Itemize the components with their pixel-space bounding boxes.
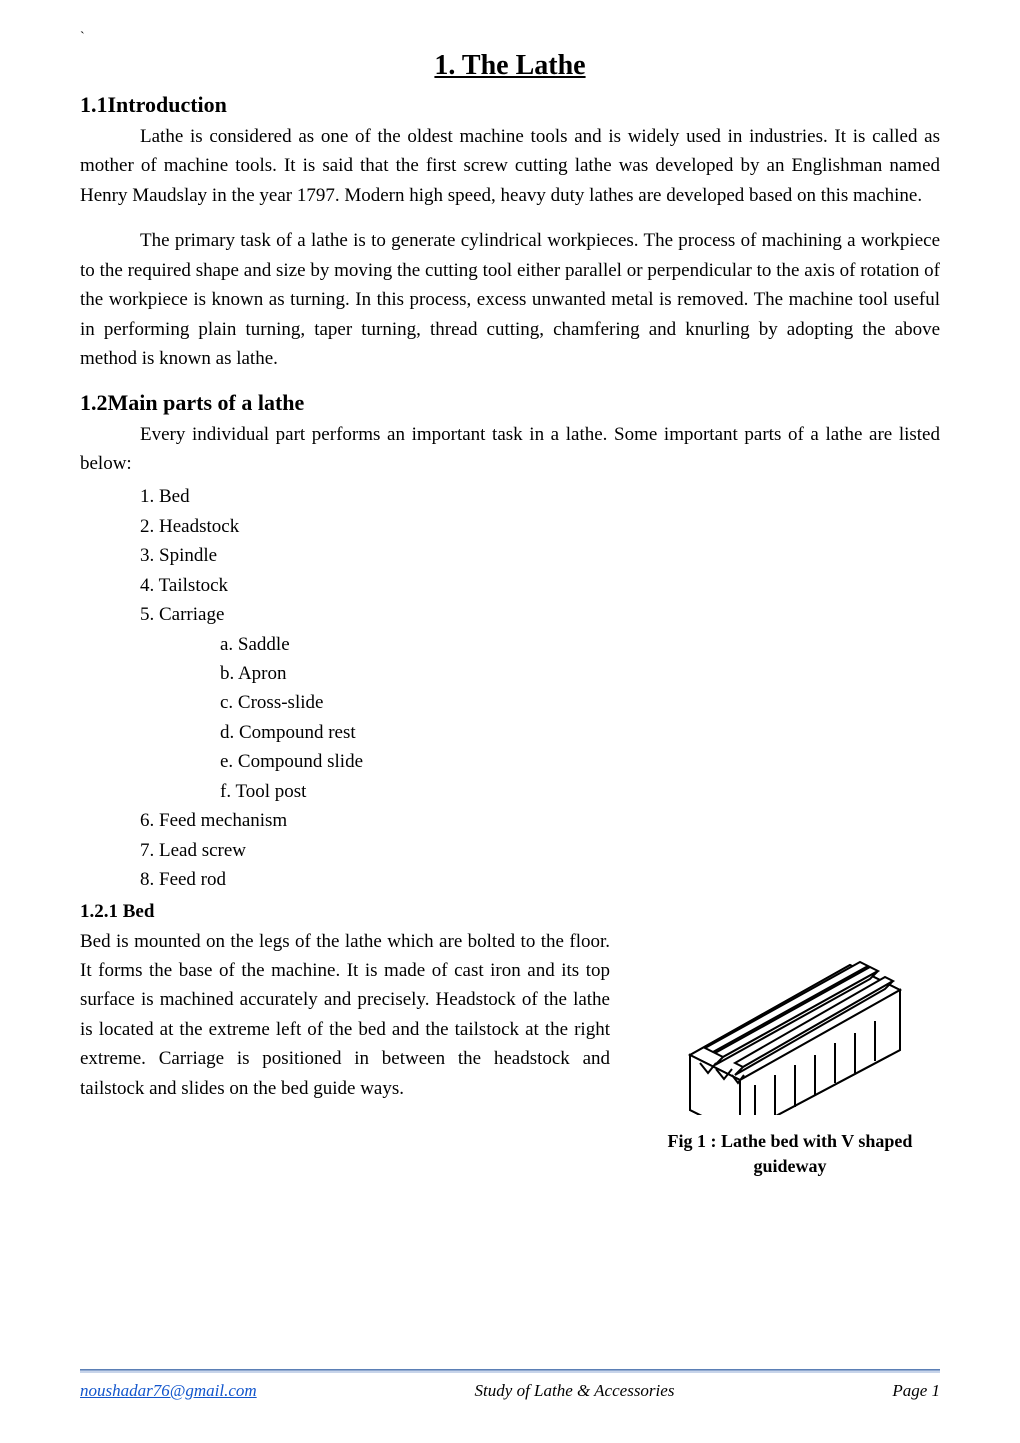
list-item-5a: a. Saddle xyxy=(80,630,940,659)
list-item-8: 8. Feed rod xyxy=(80,865,940,894)
list-item-5e: e. Compound slide xyxy=(80,747,940,776)
list-item-4: 4. Tailstock xyxy=(80,571,940,600)
list-item-5f: f. Tool post xyxy=(80,777,940,806)
figure-caption-line-1: Fig 1 : Lathe bed with V shaped xyxy=(668,1131,913,1151)
footer-center-text: Study of Lathe & Accessories xyxy=(475,1381,675,1401)
footer-divider xyxy=(80,1369,940,1373)
section-1-1-para-1: Lathe is considered as one of the oldest… xyxy=(80,122,940,210)
list-item-5d: d. Compound rest xyxy=(80,718,940,747)
section-1-2-para-1: Every individual part performs an import… xyxy=(80,420,940,479)
section-1-1-heading: 1.1Introduction xyxy=(80,92,940,118)
list-item-2: 2. Headstock xyxy=(80,512,940,541)
list-item-3: 3. Spindle xyxy=(80,541,940,570)
figure-caption-line-2: guideway xyxy=(753,1156,826,1176)
lathe-bed-figure xyxy=(660,935,920,1115)
list-item-5c: c. Cross-slide xyxy=(80,688,940,717)
section-1-2-1-heading: 1.2.1 Bed xyxy=(80,901,610,923)
section-1-2-1-para-1: Bed is mounted on the legs of the lathe … xyxy=(80,927,610,1104)
page-footer: noushadar76@gmail.com Study of Lathe & A… xyxy=(80,1369,940,1401)
list-item-6: 6. Feed mechanism xyxy=(80,806,940,835)
list-item-5: 5. Carriage xyxy=(80,600,940,629)
document-title: 1. The Lathe xyxy=(80,50,940,82)
section-1-1-para-2: The primary task of a lathe is to genera… xyxy=(80,226,940,373)
footer-email: noushadar76@gmail.com xyxy=(80,1381,257,1401)
list-item-7: 7. Lead screw xyxy=(80,836,940,865)
stray-mark: ` xyxy=(80,30,85,46)
list-item-5b: b. Apron xyxy=(80,659,940,688)
footer-page-number: Page 1 xyxy=(892,1381,940,1401)
figure-caption: Fig 1 : Lathe bed with V shaped guideway xyxy=(668,1129,913,1179)
section-1-2-heading: 1.2Main parts of a lathe xyxy=(80,390,940,416)
list-item-1: 1. Bed xyxy=(80,482,940,511)
